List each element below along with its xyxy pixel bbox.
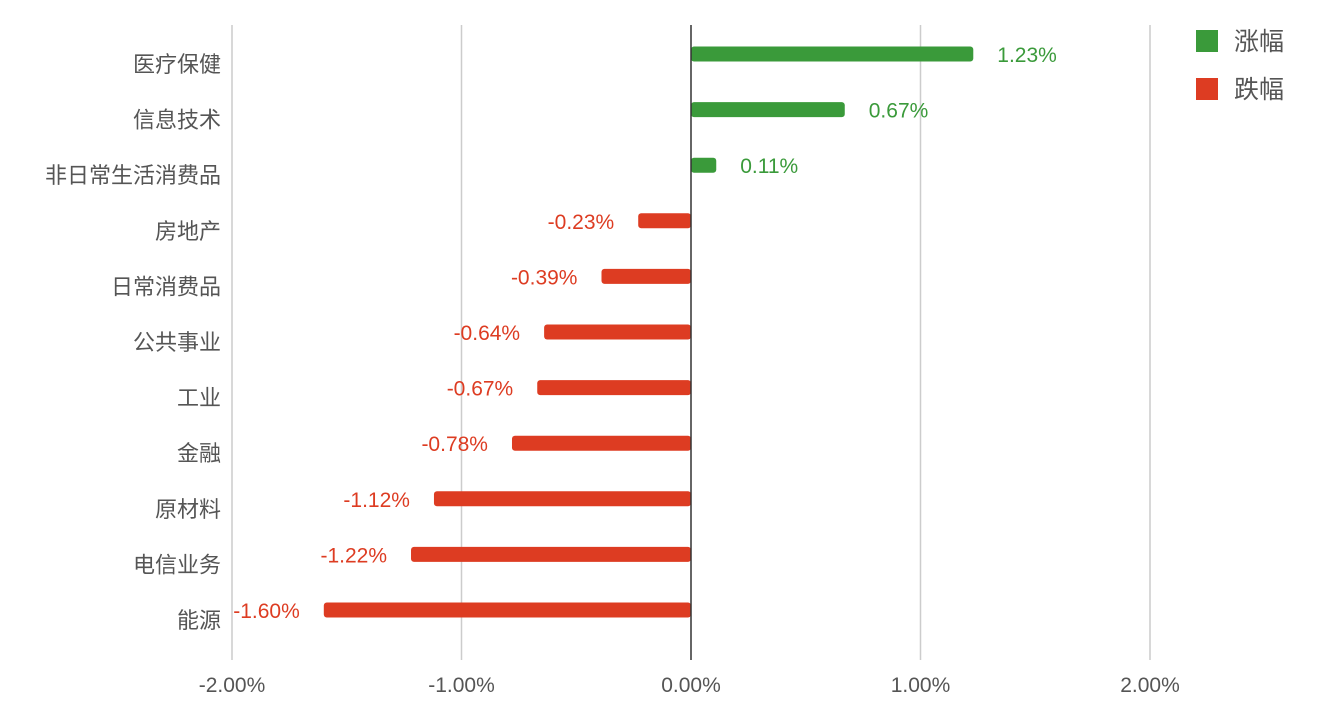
data-label: -1.12% bbox=[343, 489, 410, 512]
bar bbox=[433, 491, 691, 507]
bars bbox=[323, 46, 974, 618]
x-tick-label: 1.00% bbox=[891, 674, 951, 697]
legend: 涨幅 跌幅 bbox=[1196, 27, 1284, 104]
legend-label-loss: 跌幅 bbox=[1234, 75, 1284, 104]
data-label: 0.11% bbox=[740, 155, 798, 178]
category-label: 房地产 bbox=[155, 220, 221, 245]
legend-swatch-loss bbox=[1196, 78, 1218, 100]
data-label: -0.67% bbox=[447, 378, 514, 401]
labels: -2.00% -1.00% 0.00% 1.00% 2.00% 医疗保健 1.23% 信息技术… bbox=[45, 44, 1180, 697]
bar bbox=[691, 102, 845, 118]
category-label: 公共事业 bbox=[133, 331, 221, 356]
bar bbox=[638, 213, 691, 229]
x-tick-label: -2.00% bbox=[199, 674, 266, 697]
bar bbox=[411, 546, 691, 562]
bar bbox=[601, 268, 691, 284]
category-label: 能源 bbox=[177, 609, 221, 634]
category-label: 医疗保健 bbox=[133, 53, 221, 78]
bar bbox=[511, 435, 691, 451]
data-label: -0.39% bbox=[511, 266, 578, 289]
bar bbox=[323, 602, 691, 618]
data-label: -0.78% bbox=[421, 433, 488, 456]
data-label: -1.60% bbox=[233, 600, 300, 623]
x-tick-label: 0.00% bbox=[661, 674, 721, 697]
legend-label-gain: 涨幅 bbox=[1234, 27, 1284, 56]
bar bbox=[537, 380, 691, 396]
bar bbox=[544, 324, 691, 340]
data-label: 0.67% bbox=[869, 100, 929, 123]
category-label: 信息技术 bbox=[133, 109, 221, 134]
bar bbox=[691, 157, 717, 173]
category-label: 日常消费品 bbox=[111, 275, 221, 300]
category-label: 电信业务 bbox=[133, 553, 221, 578]
bar bbox=[691, 46, 974, 62]
data-label: -0.23% bbox=[548, 211, 615, 234]
data-label: 1.23% bbox=[997, 44, 1057, 67]
category-label: 金融 bbox=[177, 442, 221, 467]
legend-swatch-gain bbox=[1196, 30, 1218, 52]
x-tick-label: 2.00% bbox=[1120, 674, 1180, 697]
data-label: -0.64% bbox=[454, 322, 521, 345]
x-tick-label: -1.00% bbox=[428, 674, 495, 697]
data-label: -1.22% bbox=[320, 544, 387, 567]
category-label: 工业 bbox=[177, 387, 221, 412]
category-label: 非日常生活消费品 bbox=[45, 164, 221, 189]
category-label: 原材料 bbox=[155, 498, 221, 523]
